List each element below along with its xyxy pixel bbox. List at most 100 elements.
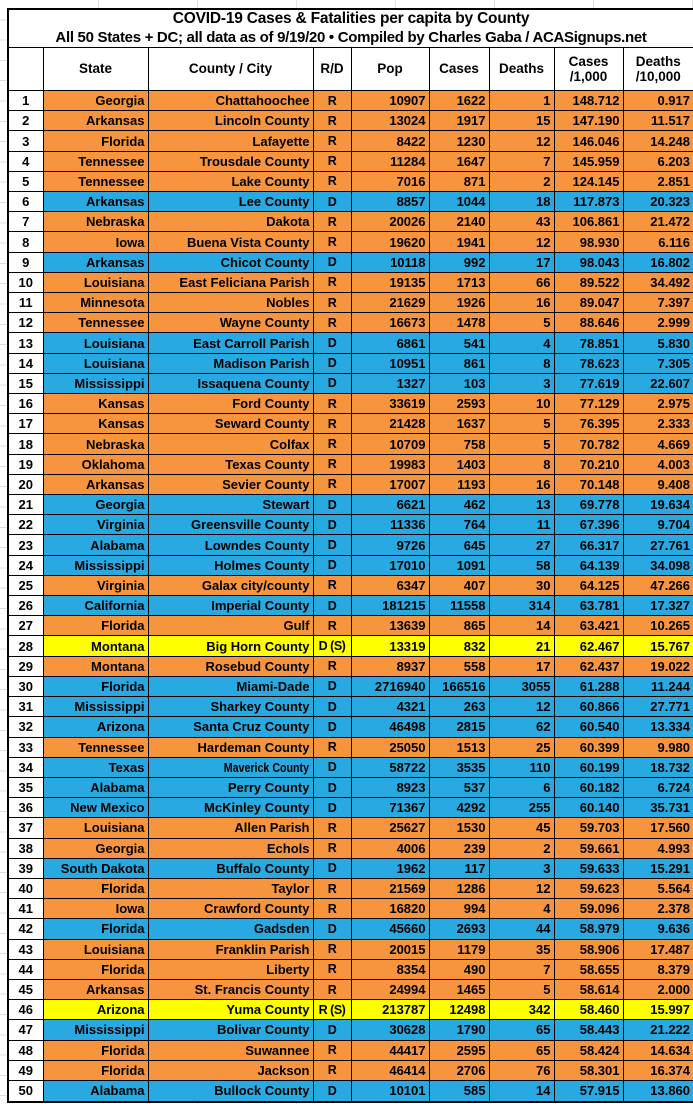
rd-cell[interactable]: R [312,170,352,193]
rd-cell[interactable]: R [312,433,352,455]
cases_per_1000-cell[interactable]: 76.395 [553,413,624,435]
deaths-cell[interactable]: 7 [488,958,555,980]
state-cell[interactable]: Kansas [42,393,149,415]
rd-cell[interactable]: R [312,211,352,233]
county-cell[interactable]: Galax city/county [147,574,314,597]
cases_per_1000-cell[interactable]: 64.125 [553,574,624,597]
deaths-cell[interactable]: 5 [488,312,555,334]
deaths-cell[interactable]: 2 [488,837,555,859]
state-cell[interactable]: Georgia [42,837,149,859]
deaths-cell[interactable]: 65 [488,1039,555,1061]
state-cell[interactable]: Florida [42,615,149,637]
cases_per_1000-cell[interactable]: 146.046 [553,130,624,152]
deaths_per_10000-cell[interactable]: 6.203 [622,150,693,172]
pop-cell[interactable]: 10118 [350,251,430,273]
cases_per_1000-cell[interactable]: 60.182 [553,776,624,799]
county-cell[interactable]: Stewart [147,494,314,516]
state-cell[interactable]: South Dakota [42,857,149,879]
deaths_per_10000-cell[interactable]: 4.003 [622,453,693,475]
deaths-cell[interactable]: 342 [488,999,555,1021]
rd-cell[interactable]: D [312,595,352,617]
deaths_per_10000-cell[interactable]: 4.669 [622,433,693,455]
cases-cell[interactable]: 1286 [428,877,490,900]
deaths_per_10000-cell[interactable]: 4.993 [622,837,693,859]
column-header-county[interactable]: County / City [147,47,314,91]
county-cell[interactable]: Sharkey County [147,696,314,718]
cases-cell[interactable]: 1530 [428,817,490,839]
cases-cell[interactable]: 117 [428,857,490,879]
rank-cell[interactable]: 38 [7,837,44,859]
rank-cell[interactable]: 27 [7,615,44,637]
county-cell[interactable]: Liberty [147,958,314,980]
rank-cell[interactable]: 1 [7,89,44,112]
cases-cell[interactable]: 2595 [428,1039,490,1061]
cases-cell[interactable]: 1230 [428,130,490,152]
cases-cell[interactable]: 1622 [428,89,490,112]
county-cell[interactable]: Lowndes County [147,534,314,556]
deaths-cell[interactable]: 7 [488,150,555,172]
rd-cell[interactable]: D [312,797,352,819]
deaths-cell[interactable]: 5 [488,978,555,1001]
cases_per_1000-cell[interactable]: 148.712 [553,89,624,112]
deaths-cell[interactable]: 66 [488,271,555,294]
cases-cell[interactable]: 1637 [428,413,490,435]
rd-cell[interactable]: D (S) [312,635,352,657]
column-header-rank[interactable] [7,47,44,91]
deaths-cell[interactable]: 44 [488,918,555,940]
cases-cell[interactable]: 1193 [428,473,490,496]
rank-cell[interactable]: 46 [7,999,44,1021]
deaths_per_10000-cell[interactable]: 27.771 [622,696,693,718]
rank-cell[interactable]: 49 [7,1059,44,1081]
county-cell[interactable]: Santa Cruz County [147,716,314,738]
table-title-cell[interactable]: COVID-19 Cases & Fatalities per capita b… [7,8,693,48]
rank-cell[interactable]: 41 [7,898,44,920]
deaths-cell[interactable]: 11 [488,514,555,536]
rd-cell[interactable]: R [312,110,352,132]
cases-cell[interactable]: 865 [428,615,490,637]
rd-cell[interactable]: R [312,898,352,920]
deaths_per_10000-cell[interactable]: 20.323 [622,191,693,213]
cases_per_1000-cell[interactable]: 78.623 [553,352,624,374]
deaths_per_10000-cell[interactable]: 34.492 [622,271,693,294]
state-cell[interactable]: Texas [42,756,149,778]
county-cell[interactable]: Gulf [147,615,314,637]
deaths-cell[interactable]: 43 [488,211,555,233]
rd-cell[interactable]: D [312,857,352,879]
deaths_per_10000-cell[interactable]: 9.408 [622,473,693,496]
cases-cell[interactable]: 537 [428,776,490,799]
cases_per_1000-cell[interactable]: 147.190 [553,110,624,132]
county-cell[interactable]: McKinley County [147,797,314,819]
state-cell[interactable]: California [42,595,149,617]
pop-cell[interactable]: 6347 [350,574,430,597]
cases_per_1000-cell[interactable]: 70.148 [553,473,624,496]
rank-cell[interactable]: 8 [7,231,44,253]
rd-cell[interactable]: R [312,453,352,475]
state-cell[interactable]: Louisiana [42,938,149,960]
cases_per_1000-cell[interactable]: 58.443 [553,1019,624,1041]
deaths_per_10000-cell[interactable]: 19.022 [622,655,693,677]
cases_per_1000-cell[interactable]: 77.619 [553,372,624,395]
state-cell[interactable]: Florida [42,675,149,698]
rd-cell[interactable]: D [312,494,352,516]
pop-cell[interactable]: 11336 [350,514,430,536]
county-cell[interactable]: Issaquena County [147,372,314,395]
deaths-cell[interactable]: 16 [488,473,555,496]
state-cell[interactable]: Louisiana [42,271,149,294]
deaths_per_10000-cell[interactable]: 18.732 [622,756,693,778]
deaths-cell[interactable]: 62 [488,716,555,738]
deaths_per_10000-cell[interactable]: 22.607 [622,372,693,395]
column-header-deaths[interactable]: Deaths [488,47,555,91]
county-cell[interactable]: Dakota [147,211,314,233]
rank-cell[interactable]: 2 [7,110,44,132]
county-cell[interactable]: Wayne County [147,312,314,334]
cases-cell[interactable]: 490 [428,958,490,980]
cases_per_1000-cell[interactable]: 67.396 [553,514,624,536]
rank-cell[interactable]: 9 [7,251,44,273]
rank-cell[interactable]: 19 [7,453,44,475]
deaths_per_10000-cell[interactable]: 15.291 [622,857,693,879]
county-cell[interactable]: Texas County [147,453,314,475]
state-cell[interactable]: Florida [42,918,149,940]
cases_per_1000-cell[interactable]: 89.047 [553,292,624,314]
cases_per_1000-cell[interactable]: 61.288 [553,675,624,698]
state-cell[interactable]: Virginia [42,574,149,597]
